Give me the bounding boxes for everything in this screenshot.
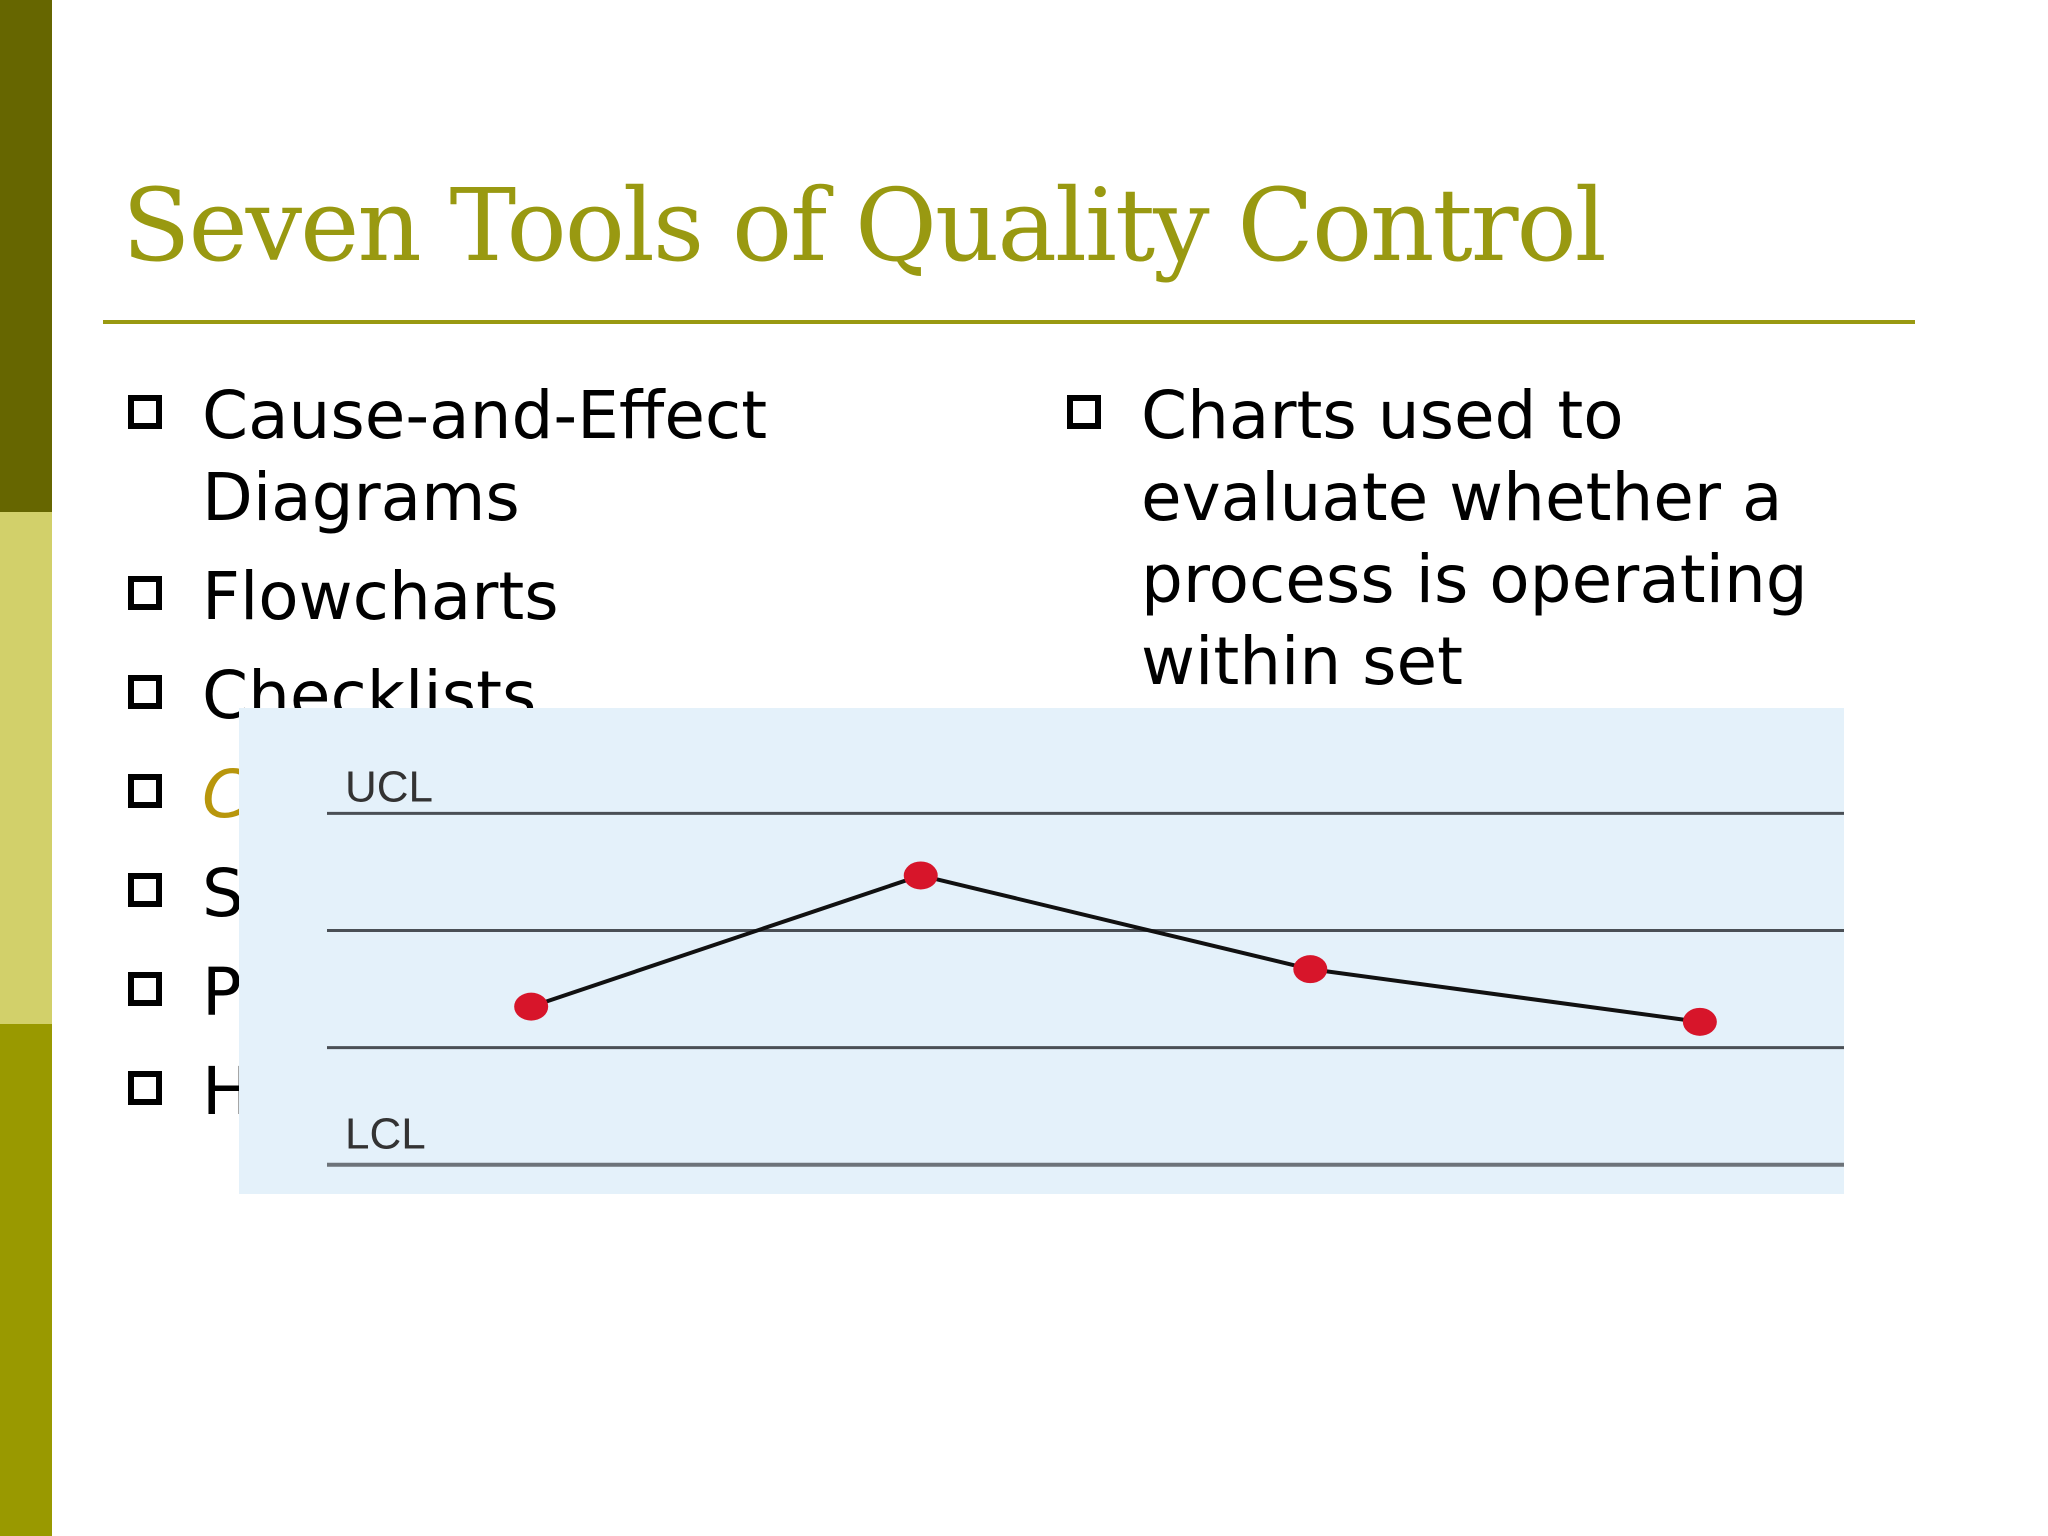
- data-point: [903, 861, 938, 890]
- slide-title: Seven Tools of Quality Control: [122, 167, 1607, 284]
- sidebar-band-bottom: [0, 1024, 52, 1536]
- hollow-square-icon: [1067, 395, 1101, 429]
- right-bullet-list: Charts used to evaluate whether a proces…: [1067, 375, 1867, 720]
- control-chart: UCL LCL: [239, 708, 1844, 1194]
- list-item: P: [128, 952, 828, 1034]
- data-point: [514, 992, 549, 1021]
- hollow-square-icon: [128, 576, 162, 610]
- title-divider: [103, 320, 1915, 324]
- bullet-text: P: [202, 954, 242, 1031]
- list-item: Flowcharts: [128, 556, 828, 638]
- hollow-square-icon: [128, 774, 162, 808]
- control-chart-svg: UCL LCL: [327, 762, 1844, 1167]
- list-item: Cause-and-Effect Diagrams: [128, 375, 828, 539]
- sidebar-band-middle: [0, 512, 52, 1024]
- bullet-text: Charts used to evaluate whether a proces…: [1141, 377, 1808, 700]
- ucl-label: UCL: [345, 762, 433, 811]
- hollow-square-icon: [128, 395, 162, 429]
- hollow-square-icon: [128, 1071, 162, 1105]
- hollow-square-icon: [128, 873, 162, 907]
- bullet-text: Cause-and-Effect Diagrams: [202, 377, 768, 536]
- data-point: [1293, 955, 1328, 984]
- series-line: [530, 873, 1701, 1024]
- bullet-text: S: [202, 855, 244, 932]
- list-item: S: [128, 853, 828, 935]
- list-item: Charts used to evaluate whether a proces…: [1067, 375, 1867, 703]
- sidebar-band-top: [0, 0, 52, 512]
- hollow-square-icon: [128, 675, 162, 709]
- hollow-square-icon: [128, 972, 162, 1006]
- data-point: [1682, 1007, 1717, 1036]
- bullet-text: Flowcharts: [202, 558, 559, 635]
- lcl-label: LCL: [345, 1110, 426, 1159]
